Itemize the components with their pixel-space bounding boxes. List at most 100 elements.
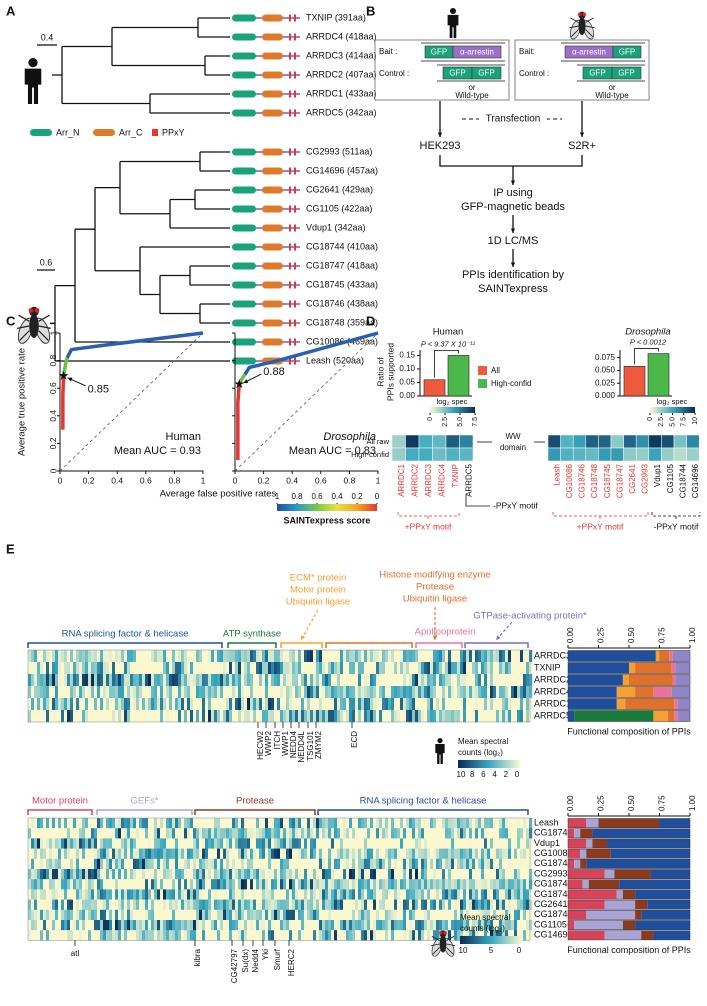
heat-cell xyxy=(187,930,190,940)
heat-cell xyxy=(529,818,532,828)
heat-cell xyxy=(208,930,211,940)
heat-cell xyxy=(211,698,214,710)
heat-cell xyxy=(277,650,280,662)
heat-cell xyxy=(322,859,325,869)
heat-cell xyxy=(436,910,439,920)
heat-cell xyxy=(376,869,379,879)
heat-cell xyxy=(49,710,52,722)
heat-cell xyxy=(121,838,124,848)
heat-cell xyxy=(193,838,196,848)
ppxy-motif xyxy=(289,53,291,60)
gene-label: CG18745 (433aa) xyxy=(306,279,378,289)
label: RNA splicing factor & helicase xyxy=(62,629,189,640)
heat-cell xyxy=(430,869,433,879)
heat-cell xyxy=(130,900,133,910)
heat-cell xyxy=(88,838,91,848)
heat-cell xyxy=(334,869,337,879)
heat-cell xyxy=(376,930,379,940)
heat-cell xyxy=(79,879,82,889)
heat-cell xyxy=(337,650,340,662)
heat-cell xyxy=(490,686,493,698)
heat-cell xyxy=(502,859,505,869)
heat-cell xyxy=(520,900,523,910)
heat-cell xyxy=(316,900,319,910)
heat-cell xyxy=(337,828,340,838)
heat-cell xyxy=(397,859,400,869)
heat-cell xyxy=(136,674,139,686)
heat-cell xyxy=(259,869,262,879)
heat-cell xyxy=(76,838,79,848)
heat-cell xyxy=(166,920,169,930)
heat-cell xyxy=(127,674,130,686)
heat-cell xyxy=(355,859,358,869)
heat-cell xyxy=(268,869,271,879)
heat-cell xyxy=(220,686,223,698)
heat-cell xyxy=(421,698,424,710)
heat-cell xyxy=(529,900,532,910)
heat-cell xyxy=(451,930,454,940)
heat-cell xyxy=(367,838,370,848)
heat-cell xyxy=(430,818,433,828)
heat-cell xyxy=(250,869,253,879)
colorbar-tick-label: 5 xyxy=(489,946,494,955)
heat-cell xyxy=(181,859,184,869)
heat-cell xyxy=(412,930,415,940)
heat-cell xyxy=(256,889,259,899)
heat-cell xyxy=(436,698,439,710)
x-tick-label: 0.25 xyxy=(597,795,606,811)
heat-cell xyxy=(103,686,106,698)
heat-cell xyxy=(649,435,662,448)
arr-n-domain xyxy=(232,15,256,22)
heat-cell xyxy=(277,900,280,910)
heat-cell xyxy=(358,686,361,698)
heat-cell xyxy=(184,698,187,710)
heat-cell xyxy=(136,889,139,899)
label: 0.4 xyxy=(41,32,54,42)
heat-cell xyxy=(319,662,322,674)
heat-cell xyxy=(208,662,211,674)
heat-cell xyxy=(184,900,187,910)
heat-cell xyxy=(247,710,250,722)
heat-cell xyxy=(79,662,82,674)
heat-cell xyxy=(85,849,88,859)
stacked-bar-segment xyxy=(617,890,623,899)
heat-cell xyxy=(313,650,316,662)
heat-cell xyxy=(364,930,367,940)
heat-cell xyxy=(487,674,490,686)
heat-cell xyxy=(391,662,394,674)
heat-cell xyxy=(37,838,40,848)
heat-cell xyxy=(130,930,133,940)
stacked-bar-segment xyxy=(617,687,635,698)
heat-cell xyxy=(40,889,43,899)
heat-cell xyxy=(115,910,118,920)
heat-cell xyxy=(328,710,331,722)
heat-cell xyxy=(304,930,307,940)
heat-cell xyxy=(145,859,148,869)
heat-cell xyxy=(49,828,52,838)
heat-cell xyxy=(85,838,88,848)
heat-cell xyxy=(511,710,514,722)
heat-cell xyxy=(121,674,124,686)
heat-cell xyxy=(178,879,181,889)
heat-cell xyxy=(274,879,277,889)
heat-cell xyxy=(187,662,190,674)
ppxy-motif xyxy=(294,206,296,213)
heat-cell xyxy=(259,698,262,710)
heat-cell xyxy=(127,930,130,940)
heat-cell xyxy=(304,910,307,920)
heat-cell xyxy=(178,869,181,879)
heat-cell xyxy=(130,910,133,920)
heat-cell xyxy=(172,879,175,889)
heat-cell xyxy=(265,662,268,674)
heat-cell xyxy=(475,650,478,662)
stacked-bar-segment xyxy=(635,910,641,919)
heat-cell xyxy=(340,674,343,686)
heat-cell xyxy=(169,650,172,662)
heat-cell xyxy=(103,674,106,686)
heat-cell xyxy=(64,859,67,869)
heat-cell xyxy=(136,879,139,889)
heat-cell xyxy=(268,674,271,686)
heat-cell xyxy=(298,828,301,838)
heat-cell xyxy=(268,818,271,828)
heat-cell xyxy=(511,879,514,889)
